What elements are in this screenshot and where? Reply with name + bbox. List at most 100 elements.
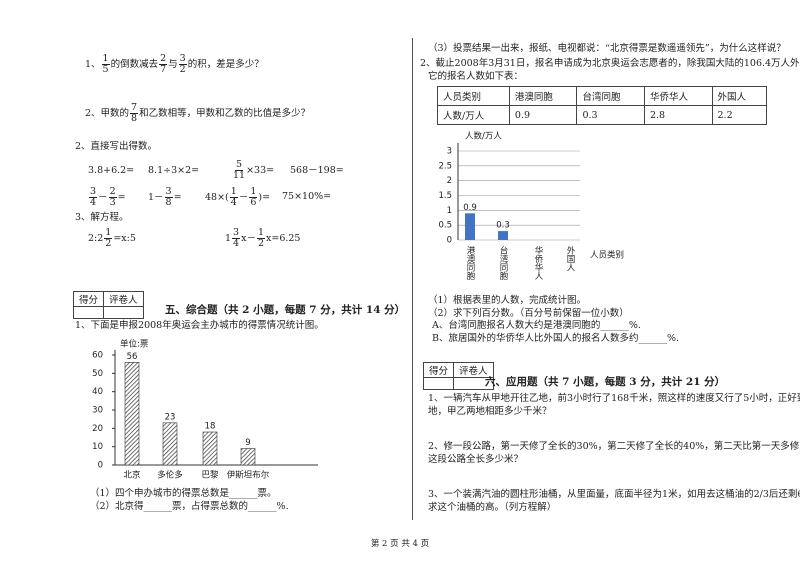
y-tick-label: 30 <box>92 406 103 416</box>
text: ×33= <box>246 165 275 176</box>
y-tick-label: 50 <box>92 369 103 379</box>
y-tick-label: 0 <box>447 236 452 246</box>
x-tick-label: 港澳同胞 <box>465 245 475 280</box>
x-tick-label: 外国人 <box>565 245 575 271</box>
denominator: 2 <box>257 238 264 249</box>
table-cell: 2.2 <box>711 105 768 125</box>
page-footer: 第 2 页 共 4 页 <box>370 539 430 549</box>
question: 2、截止2008年3月31日，报名申请成为北京奥运会志愿者的，除我国大陆的106… <box>420 58 800 69</box>
text: = <box>117 192 126 203</box>
y-tick-label: 0 <box>98 461 103 471</box>
text: 和乙数相等，甲数和乙数的比值是多少？ <box>139 108 311 119</box>
expression: 75×10%= <box>282 190 331 203</box>
question: （3）投票结果一出来，报纸、电视都说：“北京得票是数遥遥领先”，为什么这样说？ <box>428 43 786 54</box>
question: 它的报名人数如下表： <box>428 71 524 82</box>
score-cell: 得分 <box>422 362 455 378</box>
question: （1）根据表里的人数，完成统计图。 <box>428 295 587 306</box>
question: 2、甲数的 7 8 和乙数相等，甲数和乙数的比值是多少？ <box>85 103 310 124</box>
x-tick-label: 多伦多 <box>157 470 183 481</box>
text: 568－198= <box>290 165 344 176</box>
text: － <box>238 192 249 203</box>
text: 2、甲数的 <box>85 108 130 119</box>
expression: 5 11 ×33= <box>232 160 274 181</box>
denominator: 8 <box>131 113 138 124</box>
numerator: 1 <box>229 186 238 198</box>
numerator: 1 <box>101 53 110 65</box>
x-tick-label: 巴黎 <box>201 470 219 481</box>
table-cell: 人员类别 <box>437 86 510 106</box>
question: （2）北京得______票，占得票总数的______%. <box>90 501 289 512</box>
y-tick-label: 2 <box>447 176 452 186</box>
numerator: 3 <box>89 186 98 198</box>
bar <box>202 431 218 466</box>
numerator: 2 <box>108 186 117 198</box>
value-label: 23 <box>165 412 176 422</box>
table-cell: 港澳同胞 <box>508 86 578 106</box>
denominator: 6 <box>250 197 257 208</box>
numerator: 5 <box>235 159 244 171</box>
denominator: 2 <box>105 238 112 249</box>
y-tick-label: 1.5 <box>438 191 452 201</box>
table-row: 人数/万人 0.9 0.3 2.8 2.2 <box>437 105 768 125</box>
numerator: 3 <box>164 186 173 198</box>
text: 2:2 <box>88 233 104 244</box>
text: = <box>173 192 182 203</box>
section-title: 五、综合题（共 2 小题，每题 7 分，共计 14 分） <box>165 304 406 316</box>
denominator: 2 <box>179 64 186 75</box>
question: 地，甲乙两地相距多少千米？ <box>428 406 552 417</box>
text: 的积，差是多少？ <box>187 59 264 70</box>
text: 1、 <box>85 59 101 70</box>
denominator: 5 <box>102 64 109 75</box>
question: （2）求下列百分数。（百分号前保留一位小数） <box>428 308 629 319</box>
table-cell: 2.8 <box>643 105 713 125</box>
denominator: 3 <box>109 197 116 208</box>
text: =x:5 <box>113 233 136 244</box>
question: 求这个油桶的高。（列方程解） <box>428 502 557 513</box>
score-box: 得分 评卷人 <box>422 362 494 390</box>
score-cell <box>422 377 455 390</box>
x-tick-label: 伊斯坦布尔 <box>227 470 270 481</box>
equation: 2:2 1 2 =x:5 <box>88 228 136 249</box>
value-label: 18 <box>205 422 216 432</box>
y-tick-label: 2.5 <box>438 161 452 171</box>
score-cell: 得分 <box>72 291 105 307</box>
score-cell: 评卷人 <box>103 291 144 307</box>
numerator: 3 <box>178 53 187 65</box>
denominator: 11 <box>233 170 246 181</box>
fraction: 5 11 <box>233 160 245 181</box>
score-box: 得分 评卷人 <box>72 291 144 319</box>
data-table: 人员类别 港澳同胞 台湾同胞 华侨华人 外国人 人数/万人 0.9 0.3 2.8 2.2 <box>437 86 768 125</box>
x-tick-label: 北京 <box>123 470 140 481</box>
text: 48×( <box>205 192 229 203</box>
numerator: 7 <box>130 102 139 114</box>
y-tick-label: 1 <box>447 206 452 216</box>
table-cell: 华侨华人 <box>643 86 713 106</box>
denominator: 4 <box>230 197 237 208</box>
numerator: 2 <box>159 53 168 65</box>
text: 75×10%= <box>282 191 332 202</box>
table-cell: 人数/万人 <box>437 105 510 125</box>
y-axis-label: 人数/万人 <box>465 131 502 142</box>
question: 1、 1 5 的倒数减去 2 7 与 3 2 的积，差是多少？ <box>85 54 264 75</box>
volunteer-chart: 人数/万人 0 0.5 1 1.5 2 2.5 3 人员类别 0.9 港澳同胞 0.3 台湾同胞 华侨华人… <box>438 131 624 281</box>
text: － <box>98 192 108 203</box>
score-cell <box>103 306 144 319</box>
text: 1－ <box>148 192 164 203</box>
score-cell <box>72 306 105 319</box>
value-label: 0.3 <box>496 221 510 231</box>
equation: 1 3 4 x－ 1 2 x=6.25 <box>225 228 300 249</box>
denominator: 4 <box>90 197 97 208</box>
score-cell <box>453 377 494 390</box>
expression: 3 4 － 2 3 = <box>88 187 126 208</box>
question: 2、直接写出得数。 <box>75 141 158 152</box>
question: 1、一辆汽车从甲地开往乙地，前3小时行了168千米，照这样的速度又行了5小时，正… <box>428 393 800 404</box>
